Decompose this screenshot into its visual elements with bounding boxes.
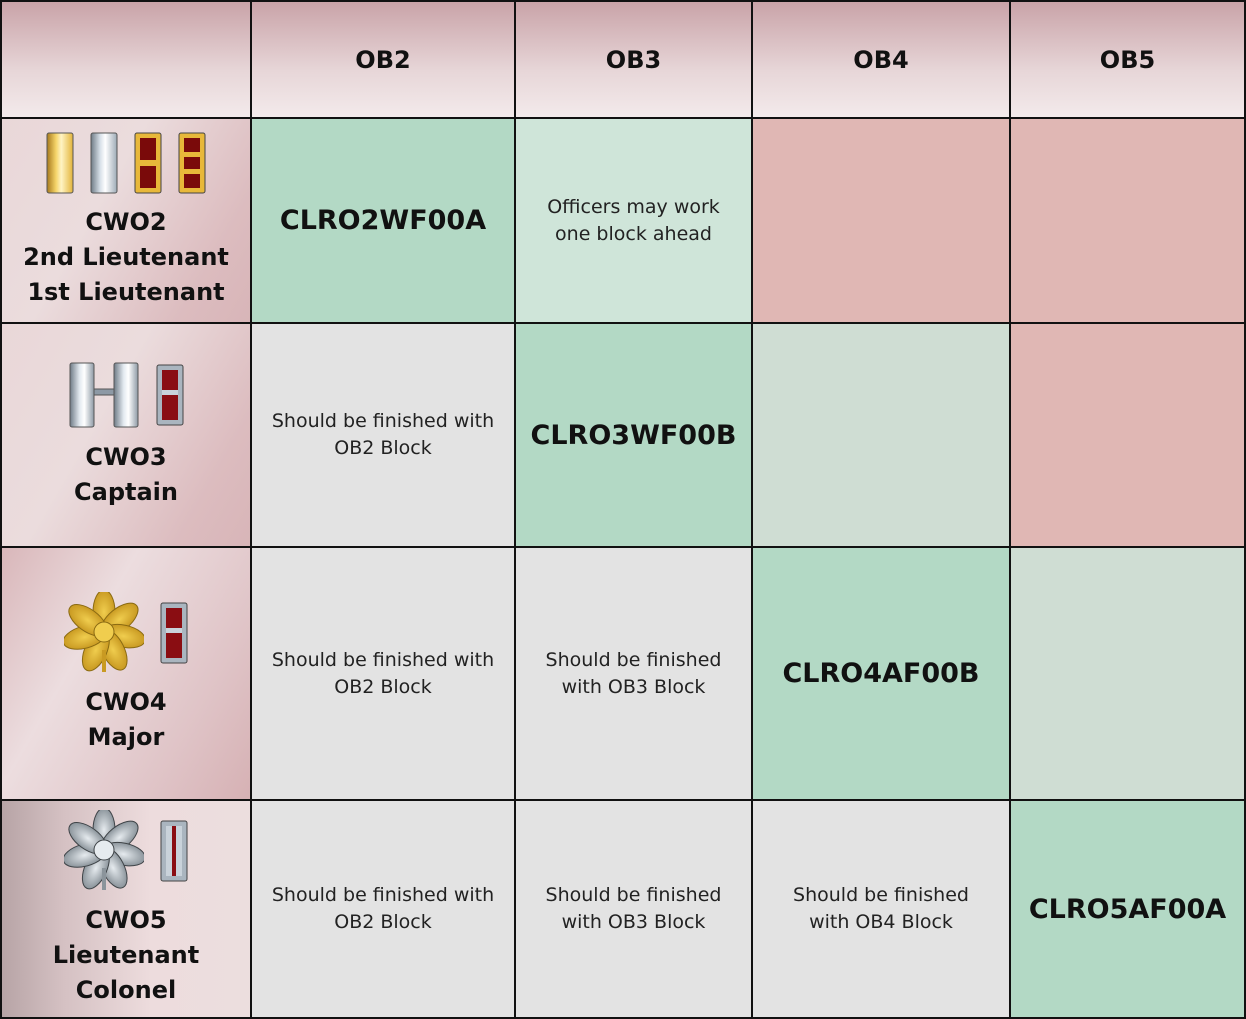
column-header-label: OB5 [1099,45,1156,74]
block-code-cell: CLRO5AF00A [1009,799,1246,1019]
note-cell: Should be finished with OB2 Block [250,546,516,801]
cwo4-bar-icon [160,602,188,669]
note-text: Should be finished with OB3 Block [545,884,722,933]
column-header-ob4: OB4 [751,0,1011,119]
empty-cell [751,117,1011,324]
silver-oak-leaf-icon [62,807,146,897]
empty-cell [1009,322,1246,548]
rank-title-line: CWO4 [85,688,167,716]
insignia-group [68,361,184,434]
column-header-label: OB4 [853,45,909,74]
note-cell: Should be finished with OB3 Block [514,546,753,801]
block-code: CLRO3WF00B [530,419,737,451]
cwo5-bar-icon [160,820,188,887]
rank-cell: CWO2 2nd Lieutenant 1st Lieutenant [0,117,252,324]
column-header-ob3: OB3 [514,0,753,119]
gold-oak-leaf-icon [62,589,146,679]
empty-cell [751,322,1011,548]
column-header-label: OB2 [355,45,411,74]
note-text: Should be finished with OB4 Block [793,884,969,933]
note-text: Should be finished with OB2 Block [271,648,495,698]
note-text: Officers may work one block ahead [547,195,720,245]
block-code-cell: CLRO2WF00A [250,117,516,324]
insignia-group [62,807,188,897]
note-cell: Officers may work one block ahead [514,117,753,324]
rank-title-line: Major [87,723,165,751]
cwo4-bar-icon [156,364,184,431]
rank-title-line: 2nd Lieutenant [23,242,229,271]
note-text: Should be finished with OB2 Block [271,884,495,933]
note-text: Should be finished with OB2 Block [271,410,495,459]
rank-cell: CWO4 Major [0,546,252,801]
insignia-group [46,132,206,199]
silver-bar-icon [90,132,118,199]
rank-cell: CWO5 Lieutenant Colonel [0,799,252,1019]
note-text: Should be finished with OB3 Block [545,648,722,698]
block-code: CLRO4AF00B [782,658,980,689]
empty-cell [1009,546,1246,801]
rank-title-line: Colonel [75,976,177,1004]
note-cell: Should be finished with OB4 Block [751,799,1011,1019]
rank-title-line: Lieutenant [52,941,200,969]
rank-title-line: CWO5 [85,906,167,934]
cwo3-bar-icon [178,132,206,199]
note-cell: Should be finished with OB2 Block [250,322,516,548]
rank-title-line: CWO3 [85,442,167,471]
block-code: CLRO5AF00A [1028,893,1227,925]
empty-cell [1009,117,1246,324]
block-code-cell: CLRO3WF00B [514,322,753,548]
corner-header [0,0,252,119]
block-code: CLRO2WF00A [279,205,487,236]
captain-bars-icon [68,361,140,434]
cwo2-bar-icon [134,132,162,199]
column-header-ob5: OB5 [1009,0,1246,119]
column-header-label: OB3 [605,45,662,74]
gold-bar-icon [46,132,74,199]
note-cell: Should be finished with OB2 Block [250,799,516,1019]
block-code-cell: CLRO4AF00B [751,546,1011,801]
rank-title-line: Captain [74,477,178,506]
insignia-group [62,589,188,679]
rank-title-line: 1st Lieutenant [27,277,225,306]
rank-cell: CWO3 Captain [0,322,252,548]
note-cell: Should be finished with OB3 Block [514,799,753,1019]
rank-title-line: CWO2 [85,207,167,236]
column-header-ob2: OB2 [250,0,516,119]
